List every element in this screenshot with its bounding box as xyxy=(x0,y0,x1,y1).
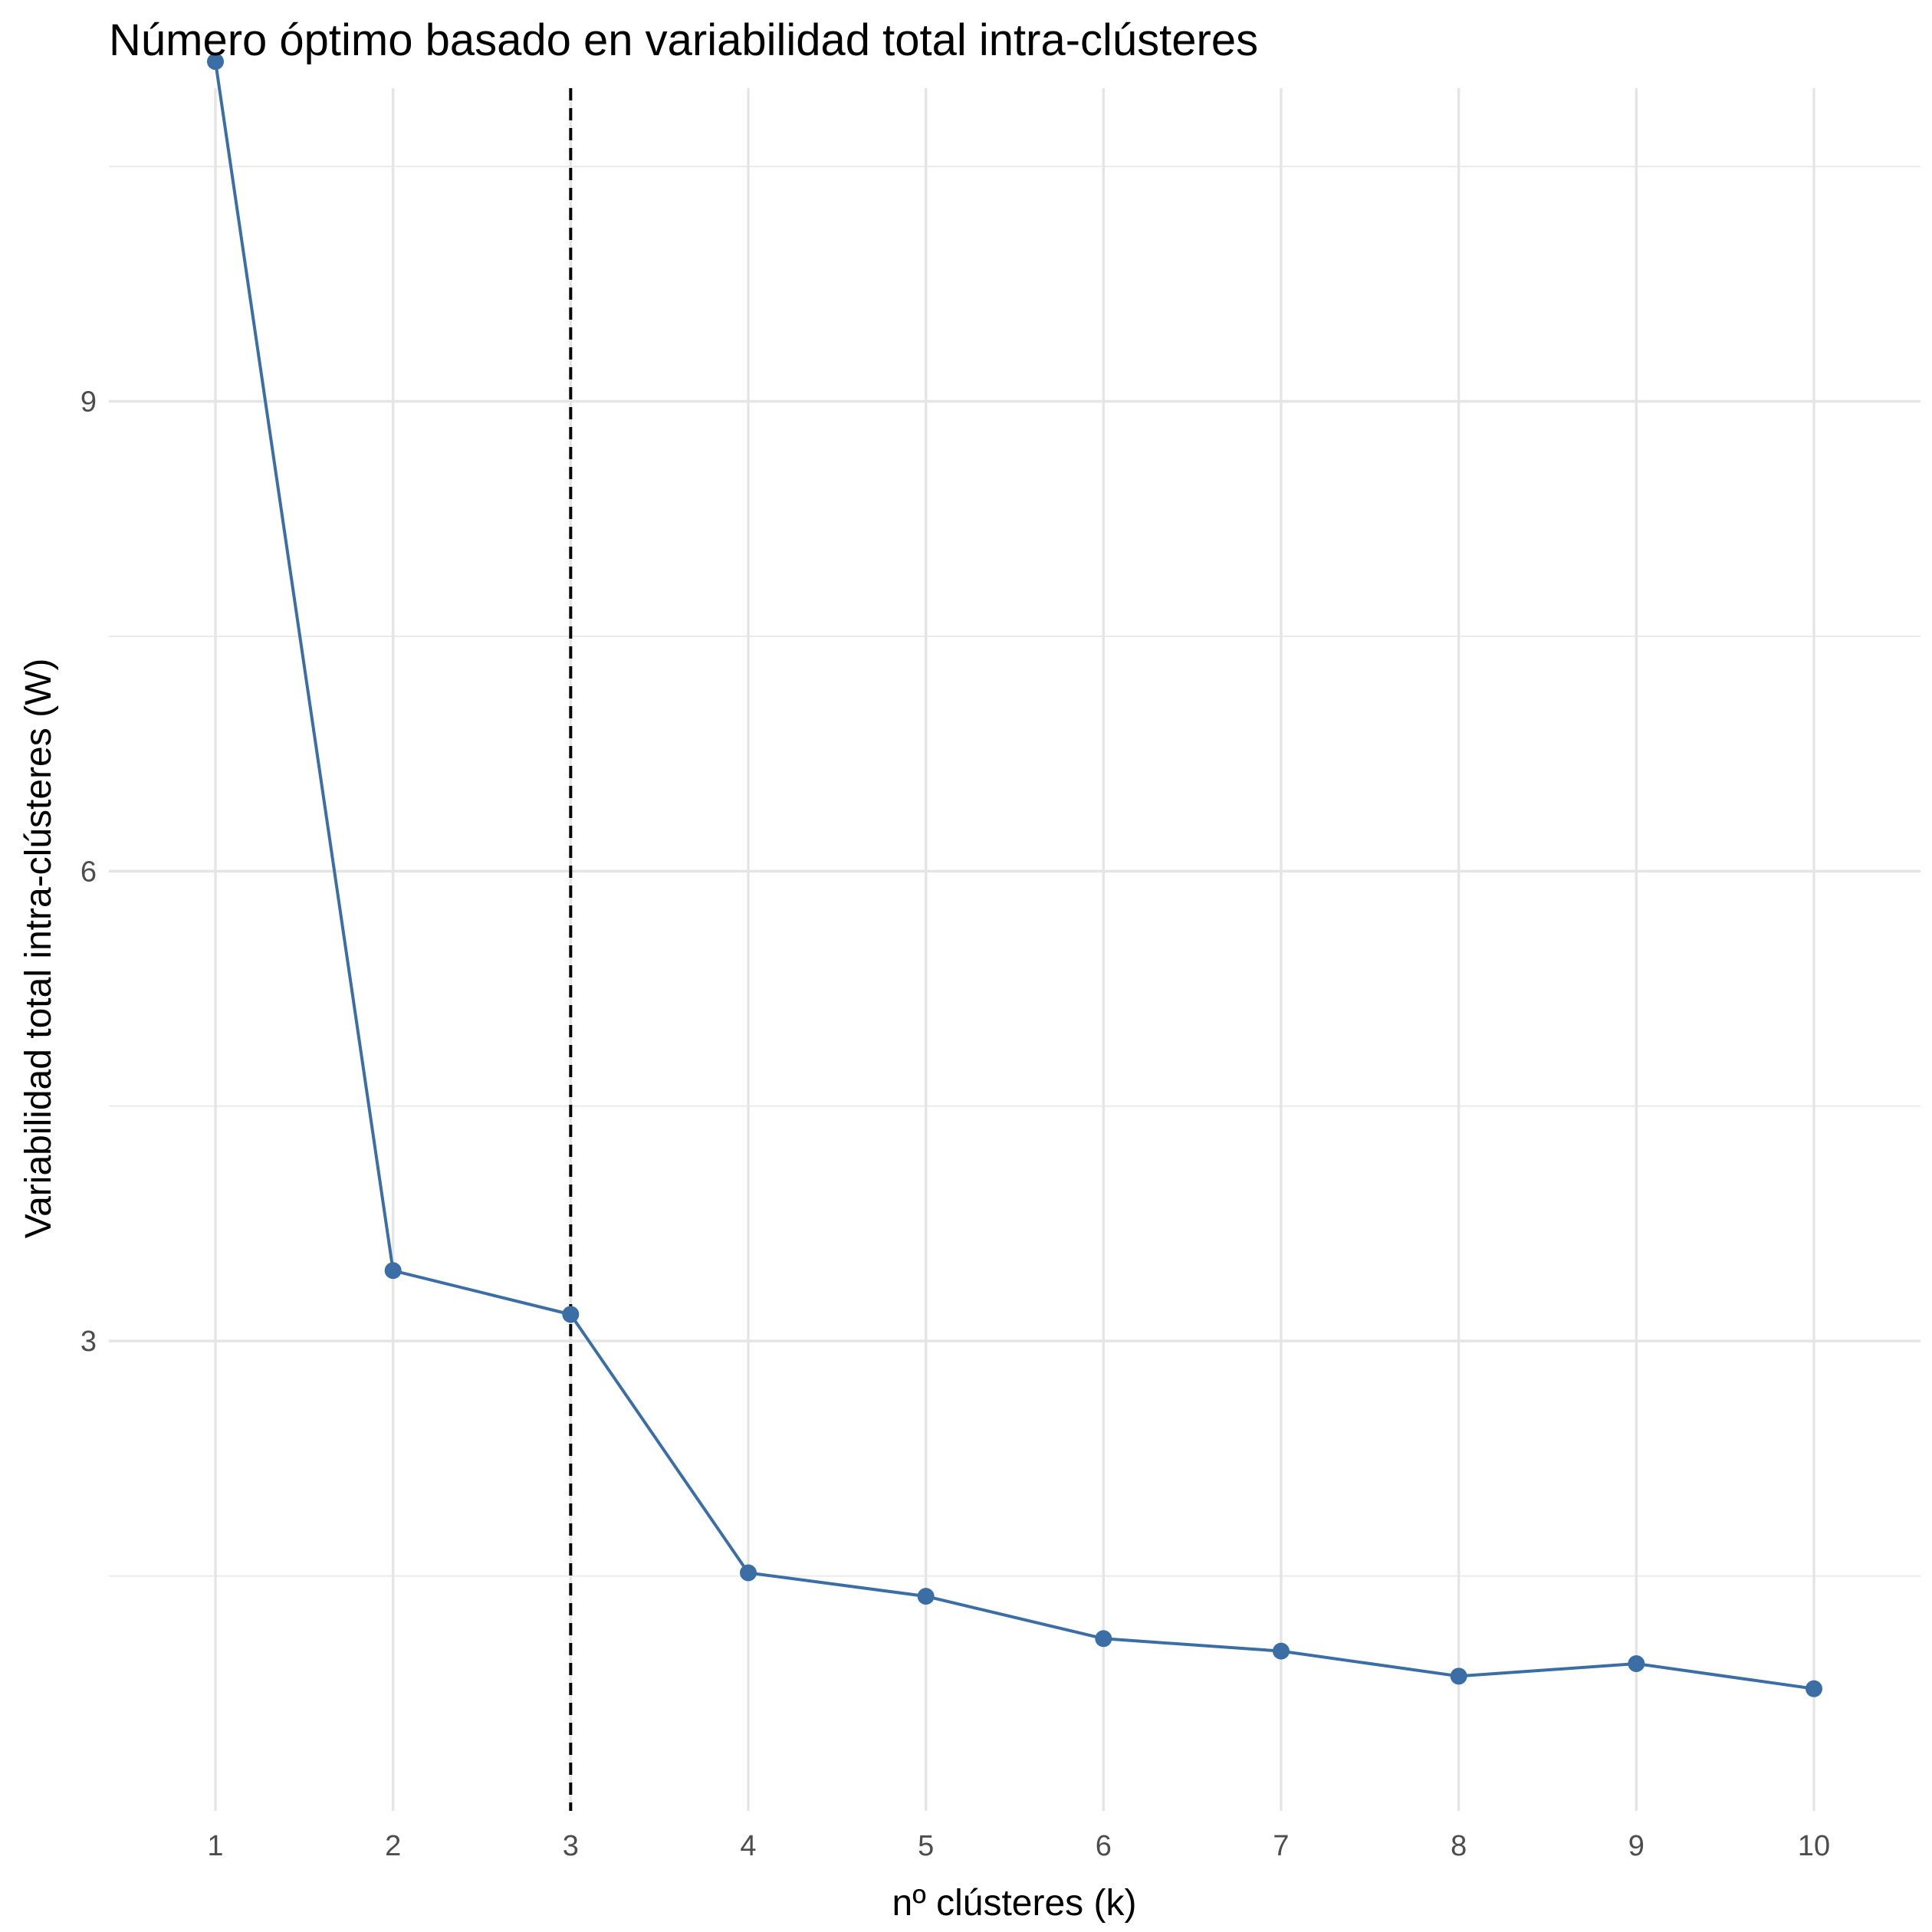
chart-title: Número óptimo basado en variabilidad tot… xyxy=(109,15,1258,65)
y-tick-labels: 3 6 9 xyxy=(80,386,97,1359)
data-point xyxy=(1628,1654,1645,1672)
grid-major xyxy=(109,88,1921,1811)
x-tick-label: 9 xyxy=(1628,1830,1644,1862)
y-axis-label: Variabilidad total intra-clústeres (W) xyxy=(18,659,59,1239)
x-tick-label: 7 xyxy=(1273,1830,1289,1862)
y-tick-label: 6 xyxy=(80,856,97,888)
data-point xyxy=(917,1588,935,1605)
data-point xyxy=(1450,1668,1467,1685)
series-layer xyxy=(207,53,1822,1697)
x-tick-label: 4 xyxy=(740,1830,756,1862)
grid-minor xyxy=(109,166,1921,1577)
data-point xyxy=(1095,1630,1112,1648)
x-tick-label: 5 xyxy=(918,1830,934,1862)
y-tick-label: 3 xyxy=(80,1326,97,1358)
data-point xyxy=(740,1564,757,1582)
x-tick-labels: 1 2 3 4 5 6 7 8 9 10 xyxy=(207,1830,1830,1862)
data-point xyxy=(1273,1642,1290,1660)
data-point xyxy=(562,1306,580,1323)
x-tick-label: 3 xyxy=(563,1830,579,1862)
x-tick-label: 8 xyxy=(1451,1830,1467,1862)
y-tick-label: 9 xyxy=(80,386,97,419)
x-tick-label: 6 xyxy=(1096,1830,1112,1862)
data-point xyxy=(207,53,224,71)
x-tick-label: 2 xyxy=(385,1830,401,1862)
series-line xyxy=(214,61,1815,1691)
data-point xyxy=(1806,1680,1822,1697)
x-tick-label: 1 xyxy=(207,1830,223,1862)
x-tick-label: 10 xyxy=(1798,1830,1830,1862)
x-axis-label: nº clústeres (k) xyxy=(892,1883,1137,1924)
data-point xyxy=(384,1262,402,1280)
